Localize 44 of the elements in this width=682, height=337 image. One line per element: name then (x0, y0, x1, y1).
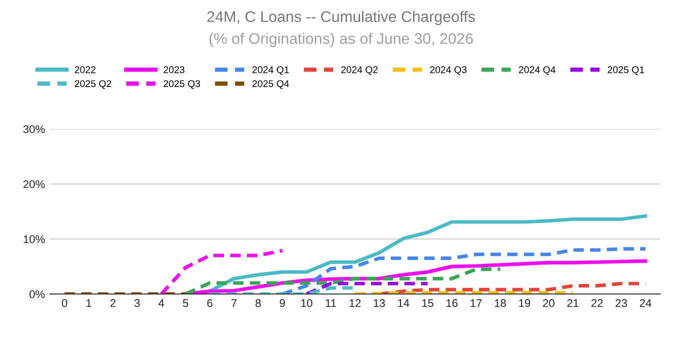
x-tick-label: 18 (494, 299, 506, 308)
x-tick-label: 12 (350, 299, 361, 307)
line-series (160, 248, 284, 294)
legend-label: 2025 Q4 (252, 80, 290, 89)
legend-label: 2024 Q4 (518, 66, 556, 75)
x-tick-label: 4 (158, 299, 164, 307)
x-tick-label: 0 (62, 299, 68, 308)
x-tick-label: 7 (231, 299, 236, 307)
x-tick-label: 17 (470, 299, 482, 307)
x-tick-label: 24 (640, 299, 652, 307)
legend-label: 2022 (74, 66, 96, 74)
x-tick-label: 3 (134, 299, 140, 308)
x-tick-label: 23 (616, 299, 627, 308)
x-tick-label: 20 (543, 299, 554, 308)
x-tick-label: 1 (86, 299, 92, 307)
y-tick-label: 20% (23, 180, 45, 188)
x-tick-label: 19 (519, 299, 530, 308)
chart-subtitle: (% of Originations) as of June 30, 2026 (209, 32, 473, 47)
x-tick-label: 14 (398, 299, 410, 307)
chart-title: 24M, C Loans -- Cumulative Chargeoffs (207, 10, 475, 26)
legend-label: 2023 (164, 66, 184, 74)
y-tick-label: 30% (23, 125, 45, 134)
x-tick-label: 21 (567, 299, 578, 307)
legend-label: 2024 Q2 (341, 66, 378, 75)
x-tick-label: 16 (446, 299, 458, 308)
line-series (184, 268, 502, 294)
x-tick-label: 13 (374, 299, 385, 308)
x-tick-label: 8 (256, 299, 261, 308)
legend-label: 2025 Q3 (164, 80, 200, 89)
x-tick-label: 9 (280, 299, 285, 308)
x-tick-label: 10 (301, 299, 312, 308)
legend-label: 2025 Q1 (608, 66, 644, 75)
x-tick-label: 11 (326, 299, 336, 307)
x-tick-label: 6 (207, 299, 212, 308)
x-tick-label: 2 (110, 299, 116, 307)
legend-label: 2024 Q3 (430, 66, 467, 75)
x-tick-label: 5 (182, 299, 188, 308)
line-series (280, 247, 648, 294)
legend-label: 2024 Q1 (252, 66, 289, 75)
y-tick-label: 10% (24, 235, 45, 244)
legend-label: 2025 Q2 (74, 80, 112, 89)
x-tick-label: 15 (422, 299, 434, 308)
x-tick-label: 22 (591, 299, 603, 307)
y-tick-label: 0% (30, 290, 45, 298)
